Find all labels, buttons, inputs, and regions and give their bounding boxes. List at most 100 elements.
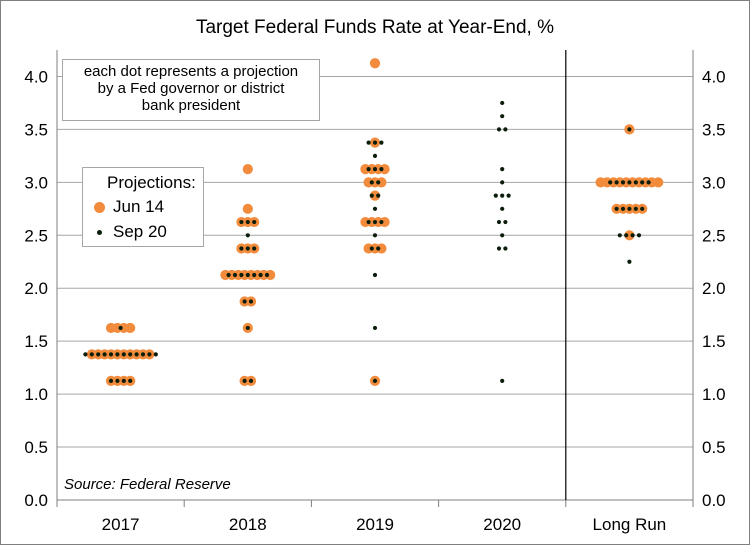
dot-jun14 — [265, 269, 276, 281]
x-axis-categories: 2017 2018 2019 2020 Long Run — [102, 515, 667, 534]
dot-sep20 — [500, 180, 505, 185]
y-tick-label-right: 3.0 — [702, 173, 726, 192]
dot-sep20 — [245, 246, 250, 251]
dot-jun14 — [376, 177, 387, 188]
dot-jun14 — [242, 164, 253, 175]
dot-sep20 — [372, 272, 378, 278]
dot-sep20 — [376, 193, 381, 198]
dot-sep20 — [503, 246, 508, 251]
dot-sep20 — [369, 180, 374, 185]
x-category-label: Long Run — [593, 515, 667, 534]
dot-sep20 — [633, 180, 638, 185]
dot-sep20 — [264, 272, 270, 278]
dot-sep20 — [500, 206, 505, 211]
note-line: bank president — [141, 97, 241, 114]
dot-sep20 — [636, 233, 642, 238]
dot-sep20 — [89, 352, 94, 357]
dot-sep20 — [226, 272, 231, 278]
dot-jun14 — [369, 58, 381, 69]
dot-sep20 — [128, 378, 133, 383]
dot-sep20 — [252, 272, 257, 278]
dot-sep20 — [245, 219, 250, 225]
dot-sep20 — [496, 127, 502, 132]
dot-sep20 — [252, 246, 257, 251]
y-tick-label-right: 2.5 — [702, 226, 726, 245]
dot-sep20 — [376, 246, 381, 251]
black-dot-icon — [97, 229, 102, 235]
dot-sep20 — [96, 352, 101, 357]
source-note: Source: Federal Reserve — [64, 476, 231, 493]
dot-sep20 — [108, 352, 114, 357]
dot-sep20 — [248, 299, 254, 304]
dot-sep20 — [366, 219, 371, 225]
dot-sep20 — [239, 272, 244, 278]
y-tick-label-right: 0.0 — [702, 491, 726, 510]
dot-sep20 — [369, 246, 374, 251]
dot-sep20 — [627, 127, 632, 132]
dot-sep20 — [503, 219, 508, 225]
dot-sep20 — [617, 233, 622, 238]
dot-sep20 — [140, 352, 146, 357]
dot-sep20 — [372, 233, 378, 238]
y-tick-label-left: 1.0 — [24, 385, 48, 404]
dot-sep20 — [620, 180, 626, 185]
y-tick-label-left: 2.0 — [24, 279, 48, 298]
x-category-label: 2018 — [229, 515, 267, 534]
dot-sep20 — [614, 180, 619, 185]
dot-sep20 — [102, 352, 107, 357]
y-tick-label-right: 2.0 — [702, 279, 726, 298]
dot-sep20 — [372, 167, 378, 172]
note-line: each dot represents a projection — [83, 63, 299, 80]
dot-sep20 — [640, 206, 645, 211]
y-tick-label-left: 3.5 — [24, 120, 48, 139]
y-tick-label-left: 0.5 — [24, 438, 48, 457]
dot-sep20 — [627, 206, 632, 211]
dot-sep20 — [115, 378, 120, 383]
legend-entry-jun14: Jun 14 — [93, 197, 164, 217]
dot-sep20 — [500, 233, 505, 238]
dot-sep20 — [379, 167, 384, 172]
dot-jun14 — [624, 230, 635, 241]
dot-sep20 — [372, 140, 378, 145]
dot-sep20 — [115, 352, 120, 357]
dot-jun14 — [653, 177, 664, 188]
dot-jun14 — [379, 164, 390, 175]
dot-sep20 — [500, 114, 505, 119]
dot-sep20 — [366, 140, 371, 145]
dot-sep20 — [630, 233, 635, 238]
dot-sep20 — [239, 246, 244, 251]
dot-sep20 — [379, 140, 384, 145]
dot-sep20 — [147, 352, 152, 357]
dot-jun14 — [369, 190, 381, 201]
dot-sep20 — [624, 233, 629, 238]
projection-dots — [83, 58, 664, 386]
dot-sep20 — [646, 180, 651, 185]
legend-label: Jun 14 — [113, 197, 165, 216]
legend: Projections: Jun 14 Sep 20 — [82, 167, 204, 247]
dot-sep20 — [372, 206, 378, 211]
dot-sep20 — [372, 378, 378, 383]
dot-sep20 — [153, 352, 158, 357]
dot-sep20 — [496, 246, 502, 251]
x-category-label: 2017 — [102, 515, 140, 534]
dot-sep20 — [620, 206, 626, 211]
y-axis-left: 0.0 0.5 1.0 1.5 2.0 2.5 3.0 3.5 4.0 — [24, 67, 48, 510]
dot-sep20 — [633, 206, 638, 211]
dot-sep20 — [627, 180, 632, 185]
dot-sep20 — [640, 180, 645, 185]
y-tick-label-right: 1.5 — [702, 332, 726, 351]
x-category-label: 2020 — [483, 515, 521, 534]
dot-sep20 — [118, 325, 123, 331]
dot-sep20 — [376, 180, 381, 185]
y-tick-label-right: 4.0 — [702, 67, 726, 86]
dot-sep20 — [108, 378, 114, 383]
y-tick-label-left: 4.0 — [24, 67, 48, 86]
dot-sep20 — [232, 272, 238, 278]
dot-sep20 — [608, 180, 613, 185]
x-category-label: 2019 — [356, 515, 394, 534]
y-tick-label-right: 3.5 — [702, 120, 726, 139]
note-box: each dot represents a projection by a Fe… — [62, 59, 320, 121]
chart-title: Target Federal Funds Rate at Year-End, % — [196, 17, 554, 38]
dot-sep20 — [128, 352, 133, 357]
dot-sep20 — [248, 378, 254, 383]
